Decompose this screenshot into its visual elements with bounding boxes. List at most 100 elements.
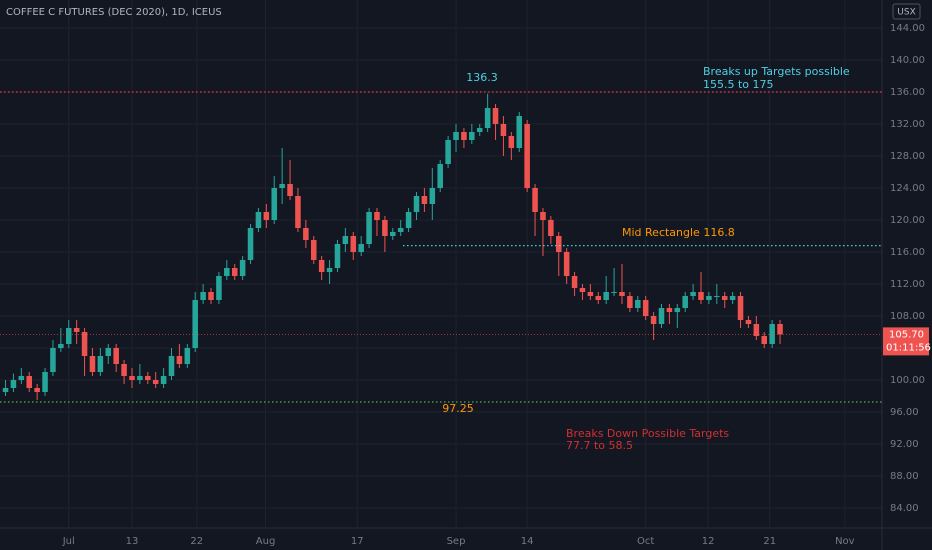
candle-body: [18, 376, 25, 380]
candle-body: [666, 308, 673, 312]
candle-body: [413, 196, 420, 212]
x-tick-label: 21: [763, 536, 776, 547]
candle-body: [690, 292, 696, 296]
candle-body: [366, 212, 372, 244]
candle-body: [714, 296, 720, 297]
candle-body: [42, 372, 48, 392]
candle-body: [326, 268, 333, 272]
candle-body: [563, 252, 570, 276]
candle-body: [484, 108, 491, 128]
candle-body: [65, 328, 72, 344]
candle-body: [761, 336, 768, 344]
candle-body: [603, 292, 609, 300]
candle-body: [89, 356, 96, 372]
candle-body: [461, 132, 467, 140]
y-tick-label: 108.00: [890, 311, 925, 322]
candle-body: [405, 212, 412, 228]
annotation: Breaks Down Possible Targets: [566, 427, 729, 440]
candle-body: [682, 296, 688, 308]
candle-body: [208, 292, 214, 300]
candle-body: [469, 132, 475, 140]
candle-body: [769, 324, 775, 344]
candle-body: [239, 260, 246, 276]
x-tick-label: 13: [126, 536, 139, 547]
y-tick-label: 116.00: [890, 247, 925, 258]
y-tick-label: 112.00: [890, 279, 925, 290]
candle-body: [650, 316, 657, 324]
candle-body: [2, 388, 9, 392]
candle-body: [397, 228, 404, 232]
x-tick-label: Aug: [256, 536, 276, 547]
candle-body: [247, 228, 254, 260]
candle-body: [635, 300, 641, 308]
candle-body: [10, 380, 17, 388]
candle-body: [382, 220, 388, 236]
y-tick-label: 88.00: [890, 471, 919, 482]
candle-body: [721, 296, 728, 300]
candle-body: [532, 188, 538, 212]
candle-body: [548, 220, 554, 236]
candle-body: [737, 296, 744, 320]
x-tick-label: 17: [351, 536, 364, 547]
y-tick-label: 140.00: [890, 55, 925, 66]
candle-body: [611, 292, 617, 293]
candle-body: [176, 356, 183, 364]
unit-button-label[interactable]: USX: [897, 8, 915, 18]
candle-body: [58, 344, 64, 348]
candle-body: [105, 348, 112, 356]
candle-body: [310, 240, 317, 260]
candle-body: [429, 188, 436, 204]
candle-body: [642, 300, 649, 316]
candle-body: [73, 328, 80, 332]
annotation: Breaks up Targets possible: [703, 65, 850, 78]
candle-body: [627, 296, 633, 308]
candle-body: [81, 332, 88, 356]
y-tick-label: 84.00: [890, 503, 919, 514]
y-tick-label: 128.00: [890, 151, 925, 162]
candle-body: [129, 376, 135, 380]
candle-body: [516, 116, 523, 148]
candle-body: [421, 196, 428, 204]
candle-body: [152, 380, 159, 384]
candle-body: [255, 212, 262, 228]
y-tick-label: 144.00: [890, 23, 925, 34]
x-tick-label: 12: [702, 536, 715, 547]
x-tick-label: Nov: [835, 536, 855, 547]
candle-body: [334, 244, 341, 268]
candle-body: [571, 276, 578, 288]
unit-button[interactable]: [892, 3, 921, 20]
candle-body: [97, 356, 104, 372]
x-tick-label: 14: [521, 536, 534, 547]
candle-body: [200, 292, 206, 300]
candle-body: [729, 296, 736, 300]
candle-body: [231, 268, 238, 276]
candle-body: [318, 260, 325, 272]
candle-body: [753, 324, 760, 336]
last-price-tag: [883, 327, 929, 356]
candle-body: [587, 292, 594, 296]
y-tick-label: 96.00: [890, 407, 919, 418]
candle-body: [476, 128, 483, 132]
y-tick-label: 136.00: [890, 87, 925, 98]
x-tick-label: Oct: [637, 536, 654, 547]
candle-body: [224, 268, 230, 276]
candle-body: [34, 388, 40, 392]
y-tick-label: 124.00: [890, 183, 925, 194]
annotation: 77.7 to 58.5: [566, 439, 633, 452]
y-tick-label: 120.00: [890, 215, 925, 226]
candle-body: [390, 232, 396, 236]
candle-body: [595, 296, 602, 300]
y-tick-label: 100.00: [890, 375, 925, 386]
candle-body: [26, 376, 33, 388]
candle-body: [303, 228, 309, 240]
candle-body: [350, 236, 357, 252]
x-tick-label: Sep: [447, 536, 466, 547]
candle-body: [374, 212, 380, 220]
candle-body: [674, 308, 681, 312]
candle-body: [192, 300, 198, 348]
candles: [2, 93, 783, 400]
candle-body: [492, 108, 499, 124]
y-tick-label: 92.00: [890, 439, 919, 450]
